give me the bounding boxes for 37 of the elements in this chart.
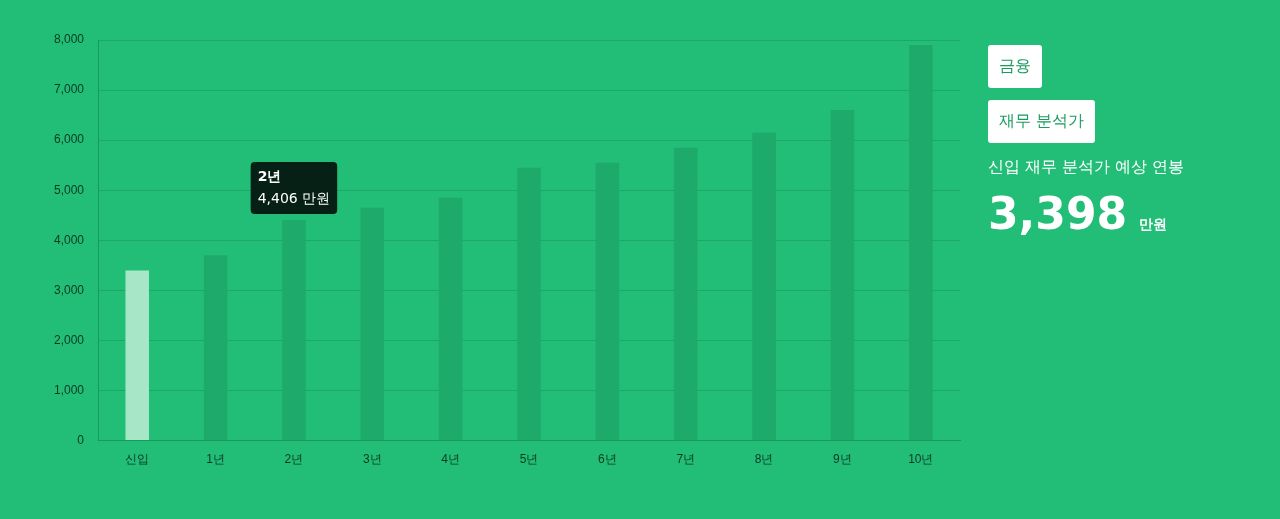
x-tick-label: 8년 [754,452,774,467]
bar [360,207,385,441]
bar [909,45,933,441]
annotation: 2년 4,406 만원 [257,167,331,206]
y-tick-label: 3,000 [54,282,85,297]
bar [830,110,855,441]
y-tick-label: 7,000 [54,82,85,97]
bar [517,167,541,441]
y-tick-label: 8,000 [54,32,85,47]
y-tick-label: 2,000 [54,332,85,347]
x-tick-label: 10년 [908,452,934,467]
bar [673,147,698,441]
y-tick-label: 0 [77,432,85,447]
x-tick-label: 7년 [676,452,696,467]
text: 금융 [988,45,1042,88]
bar [438,197,463,441]
bar [595,162,620,441]
y-tick-label: 1,000 [54,382,85,397]
x-tick-label: 5년 [519,452,539,467]
bar [282,219,306,441]
y-tick-label: 4,000 [54,232,85,247]
bar [203,255,228,441]
x-tick-label: 신입 [125,452,150,467]
x-tick-label: 9년 [833,452,852,467]
x-tick-label: 6년 [598,452,617,467]
text: 3,398 [988,188,1128,239]
bar [125,270,149,441]
x-tick-label: 1년 [206,452,225,467]
text: 재무 분석가 [988,100,1096,143]
x-tick-label: 4년 [441,452,460,467]
bar [752,132,776,441]
text: 만원 [1139,216,1168,232]
text: 신입 재무 분석가 예상 연봉 [988,157,1185,178]
x-tick-label: 2년 [284,452,304,467]
x-tick-label: 3년 [362,452,382,467]
y-tick-label: 5,000 [54,182,85,197]
y-tick-label: 6,000 [54,132,85,147]
